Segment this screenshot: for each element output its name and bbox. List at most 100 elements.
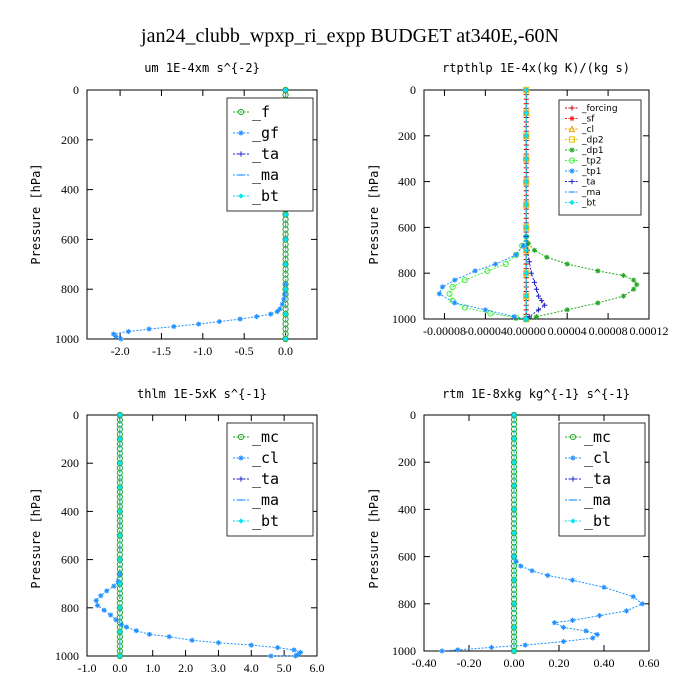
x-tick-label: 0.20 — [549, 656, 570, 670]
data-point — [274, 644, 281, 651]
legend-label: _ma — [581, 188, 601, 198]
data-point — [113, 617, 119, 623]
data-point — [520, 243, 526, 249]
data-point — [117, 460, 123, 466]
data-point — [446, 290, 453, 297]
data-point — [531, 279, 538, 285]
data-point — [118, 336, 124, 342]
data-point — [531, 247, 538, 253]
data-point — [523, 224, 529, 230]
data-point — [511, 648, 517, 654]
x-tick-label: 0.00004 — [548, 324, 587, 338]
y-tick-label: 800 — [398, 597, 416, 611]
y-tick-label: 200 — [398, 455, 416, 469]
legend-marker — [569, 168, 575, 174]
y-tick-label: 400 — [398, 175, 416, 189]
y-tick-label: 400 — [398, 502, 416, 516]
data-point — [282, 311, 289, 317]
y-tick-label: 400 — [61, 183, 79, 197]
legend-item: _ma — [565, 188, 601, 198]
data-point — [596, 613, 603, 619]
series-bt — [523, 87, 529, 322]
data-point — [523, 293, 529, 299]
x-tick-label: -0.40 — [412, 656, 437, 670]
legend-item: _tp1 — [565, 167, 601, 177]
x-tick-label: -0.00008 — [423, 324, 466, 338]
legend-item: _sf — [565, 115, 595, 125]
panel-rtm: rtm 1E-8xkg kg^{-1} s^{-1} Pressure [hPa… — [367, 387, 660, 670]
legend-marker — [569, 147, 575, 153]
legend-marker — [238, 151, 244, 157]
data-point — [125, 328, 131, 335]
x-tick-label: 3.0 — [211, 661, 226, 675]
data-point — [277, 306, 283, 312]
legend-label: _cl — [252, 449, 279, 467]
data-point — [282, 87, 289, 93]
y-tick-label: 1000 — [55, 649, 79, 663]
legend-marker — [237, 433, 245, 441]
legend-marker — [568, 157, 576, 164]
data-point — [117, 532, 123, 539]
x-tick-label: -0.5 — [235, 344, 254, 358]
data-point — [117, 581, 123, 587]
data-point — [117, 605, 123, 611]
figure-title: jan24_clubb_wpxp_ri_expp BUDGET at340E,-… — [140, 25, 559, 47]
legend-marker — [238, 518, 244, 524]
data-point — [216, 318, 222, 325]
y-tick-label: 200 — [398, 129, 416, 143]
data-point — [282, 291, 288, 297]
data-point — [117, 629, 123, 635]
data-point — [511, 624, 517, 630]
data-point — [511, 577, 517, 583]
y-tick-label: 800 — [61, 601, 79, 615]
legend-label: _ma — [584, 491, 611, 509]
data-point — [93, 597, 99, 604]
legend-marker — [569, 115, 575, 122]
series-line — [525, 236, 546, 320]
data-point — [583, 628, 589, 634]
x-tick-label: 0.00 — [504, 656, 525, 670]
data-point — [108, 612, 114, 618]
y-tick-label: 600 — [398, 550, 416, 564]
legend-item: _bt — [565, 199, 596, 209]
data-point — [631, 286, 637, 292]
x-tick-label: -0.20 — [457, 656, 482, 670]
data-point — [526, 259, 532, 265]
x-tick-label: 4.0 — [244, 661, 259, 675]
series-tp1 — [436, 233, 529, 322]
data-point — [274, 309, 280, 315]
y-tick-label: 400 — [61, 504, 79, 518]
data-point — [117, 484, 123, 490]
data-point — [189, 637, 195, 643]
data-point — [484, 267, 491, 275]
legend-label: _dp2 — [581, 136, 604, 146]
legend-marker — [238, 130, 244, 136]
legend-marker — [237, 108, 245, 116]
data-point — [94, 602, 101, 608]
legend-item: _tp2 — [565, 157, 601, 167]
panel-title: rtpthlp 1E-4x(kg K)/(kg s) — [442, 61, 630, 75]
data-point — [533, 286, 540, 292]
y-tick-label: 0 — [410, 83, 416, 97]
x-tick-label: 0.00000 — [507, 324, 546, 338]
y-tick-label: 200 — [61, 456, 79, 470]
data-point — [511, 530, 517, 536]
legend-label: _mc — [252, 428, 279, 446]
series-line — [438, 236, 527, 320]
data-point — [123, 624, 130, 630]
data-point — [293, 653, 299, 659]
data-point — [535, 293, 542, 299]
y-tick-label: 200 — [61, 133, 79, 147]
legend-marker — [570, 476, 576, 482]
data-point — [279, 301, 285, 307]
data-point — [268, 311, 274, 317]
panel-rtpthlp: rtpthlp 1E-4x(kg K)/(kg s) Pressure [hPa… — [367, 61, 669, 338]
legend-item: _bt — [233, 512, 279, 530]
data-point — [282, 336, 289, 342]
legend-label: _bt — [252, 512, 279, 530]
legend-item: _mc — [233, 428, 279, 446]
legend-item: _ta — [565, 470, 611, 488]
legend: _f _gf _ta _ma _bt — [226, 97, 314, 212]
data-point — [523, 316, 529, 322]
legend-item: _ma — [565, 491, 611, 509]
